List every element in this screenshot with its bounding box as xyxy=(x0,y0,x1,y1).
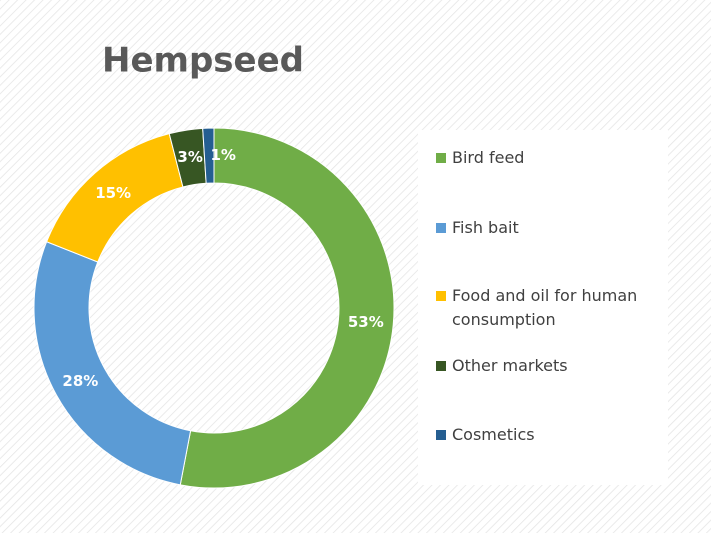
legend-swatch xyxy=(436,153,446,163)
legend-swatch xyxy=(436,430,446,440)
donut-slice xyxy=(202,127,215,184)
legend: Bird feed Fish bait Food and oil for human… xyxy=(418,130,668,485)
data-label: 3% xyxy=(177,148,202,166)
legend-label: Other markets xyxy=(452,356,568,375)
legend-label: Food and oil for human consumption xyxy=(452,286,638,329)
donut: 53% 28% 15% 3% 1% xyxy=(33,127,395,489)
data-label: 1% xyxy=(210,146,235,164)
legend-entry: Other markets xyxy=(436,354,661,378)
legend-swatch xyxy=(436,291,446,301)
legend-swatch xyxy=(436,223,446,233)
data-label: 28% xyxy=(62,372,98,390)
donut-slice xyxy=(33,241,192,486)
data-label: 53% xyxy=(348,313,384,331)
legend-label: Fish bait xyxy=(452,218,519,237)
legend-entry: Fish bait xyxy=(436,216,661,240)
legend-label: Cosmetics xyxy=(452,425,535,444)
donut-slice xyxy=(179,127,395,489)
chart-title: Hempseed xyxy=(102,41,304,81)
data-label: 15% xyxy=(95,184,131,202)
legend-entry: Food and oil for human consumption xyxy=(436,284,661,332)
legend-label: Bird feed xyxy=(452,148,525,167)
legend-entry: Cosmetics xyxy=(436,423,661,447)
legend-entry: Bird feed xyxy=(436,146,661,170)
legend-swatch xyxy=(436,361,446,371)
